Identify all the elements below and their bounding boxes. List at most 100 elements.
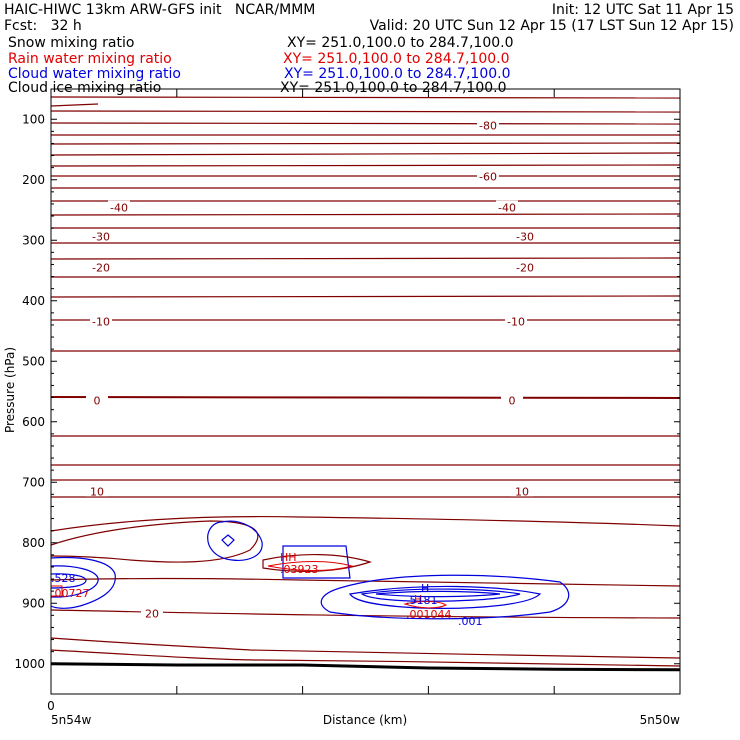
cloud-contour xyxy=(221,534,235,547)
cloud-contour xyxy=(50,565,99,598)
contour-line xyxy=(50,103,99,107)
cloud-contour xyxy=(50,573,87,589)
contour-label-bg xyxy=(90,314,112,327)
x-tick-label: 0 xyxy=(47,699,55,713)
field-xy-rain: XY= 251.0,100.0 to 284.7,100.0 xyxy=(283,51,510,67)
y-tick-label: 900 xyxy=(22,596,45,610)
contour-label-bg xyxy=(496,200,518,213)
y-tick-label: 700 xyxy=(22,475,45,489)
cloud-water-contours xyxy=(50,520,570,620)
field-label: .03923 xyxy=(280,563,319,576)
rain-contour xyxy=(51,585,63,597)
contour-label: 20 xyxy=(145,608,159,621)
y-tick-label: 600 xyxy=(22,415,45,429)
contour-label: 10 xyxy=(515,485,529,498)
field-label: .001044 xyxy=(406,608,452,621)
contour-label-bg xyxy=(86,393,108,406)
y-tick-label: 100 xyxy=(22,112,45,126)
contour-label-bg xyxy=(514,260,536,273)
contour-line xyxy=(50,152,681,156)
temperature-contour-labels: -80 -60 -40 -40 -30 -30 -20 -20 -10 -10 0 0 10 10 20 xyxy=(86,118,536,621)
valid-time: Valid: 20 UTC Sun 12 Apr 15 (17 LST Sun … xyxy=(369,18,734,34)
contour-line xyxy=(50,396,681,399)
contour-label: -40 xyxy=(110,202,128,215)
x-axis-label: Distance (km) xyxy=(323,713,407,727)
rain-water-contours xyxy=(51,561,447,609)
y-tick-label: 800 xyxy=(22,536,45,550)
field-label: .001 xyxy=(458,615,483,628)
field-xy-cloud-water: XY= 251.0,100.0 to 284.7,100.0 xyxy=(284,66,511,82)
contour-line xyxy=(50,122,681,125)
contour-line xyxy=(50,110,681,113)
field-label: .528 xyxy=(51,572,76,585)
contour-label-bg xyxy=(505,314,527,327)
contour-label-bg xyxy=(90,229,112,242)
contour-line xyxy=(50,577,681,587)
contour-label: -30 xyxy=(92,231,110,244)
plot-frame xyxy=(50,88,681,695)
contour-label-bg xyxy=(501,393,523,406)
contour-line xyxy=(50,164,681,167)
contour-label-bg xyxy=(511,484,533,497)
contour-label: -20 xyxy=(516,261,534,274)
rain-contour xyxy=(403,601,447,609)
contour-line xyxy=(262,553,372,572)
forecast-hour: Fcst: 32 h xyxy=(4,18,82,34)
contour-label: 10 xyxy=(90,485,104,498)
contour-label: 0 xyxy=(94,395,101,408)
contour-label-bg xyxy=(141,606,163,619)
x-start-label: 5n54w xyxy=(51,713,92,727)
ground-surface-line xyxy=(50,662,681,672)
y-tick-label: 300 xyxy=(22,233,45,247)
contour-label: -10 xyxy=(507,315,525,328)
contour-label-bg xyxy=(477,118,499,131)
y-tick-label: 1000 xyxy=(14,657,45,671)
y-tick-label: 200 xyxy=(22,173,45,187)
contour-label-bg xyxy=(514,229,536,242)
contour-line xyxy=(50,649,681,667)
cloud-contour xyxy=(360,588,521,602)
contour-line xyxy=(50,515,681,532)
field-label: HH xyxy=(280,551,297,564)
field-label: .00727 xyxy=(51,587,90,600)
contour-label-bg xyxy=(477,169,499,182)
contour-line xyxy=(50,96,681,99)
cloud-contour xyxy=(375,590,501,598)
y-tick-label: 500 xyxy=(22,354,45,368)
chart-title: HAIC-HIWC 13km ARW-GFS init NCAR/MMM xyxy=(4,2,316,18)
cloud-contour xyxy=(320,574,570,620)
cloud-contour xyxy=(207,520,263,561)
contour-line xyxy=(50,520,259,563)
temperature-contours xyxy=(50,96,681,667)
contour-line xyxy=(50,637,681,659)
y-axis-label: Pressure (hPa) xyxy=(3,347,17,433)
field-label-cloud-water: Cloud water mixing ratio xyxy=(8,66,181,82)
contour-line xyxy=(50,257,681,260)
contour-label: 0 xyxy=(509,395,516,408)
contour-line xyxy=(50,213,681,216)
field-label: .5181 xyxy=(406,594,438,607)
cloud-contour xyxy=(282,545,351,579)
contour-label-bg xyxy=(90,260,112,273)
contour-label: -40 xyxy=(498,202,516,215)
contour-label: -80 xyxy=(479,119,497,132)
distance-axis: 0 xyxy=(47,89,555,713)
cloud-contour xyxy=(349,585,542,609)
contour-label-bg xyxy=(86,484,108,497)
contour-line xyxy=(50,295,681,298)
field-xy-snow: XY= 251.0,100.0 to 284.7,100.0 xyxy=(287,35,514,51)
rain-contour xyxy=(267,561,354,571)
contour-label: -30 xyxy=(516,231,534,244)
init-time: Init: 12 UTC Sat 11 Apr 15 xyxy=(551,2,734,18)
field-label: H xyxy=(421,582,429,595)
y-tick-label: 400 xyxy=(22,294,45,308)
contour-label: -60 xyxy=(479,171,497,184)
field-label-snow: Snow mixing ratio xyxy=(8,35,135,51)
contour-label: -10 xyxy=(92,315,110,328)
contour-label: -20 xyxy=(92,261,110,274)
x-end-label: 5n50w xyxy=(640,713,681,727)
contour-line xyxy=(50,609,681,619)
